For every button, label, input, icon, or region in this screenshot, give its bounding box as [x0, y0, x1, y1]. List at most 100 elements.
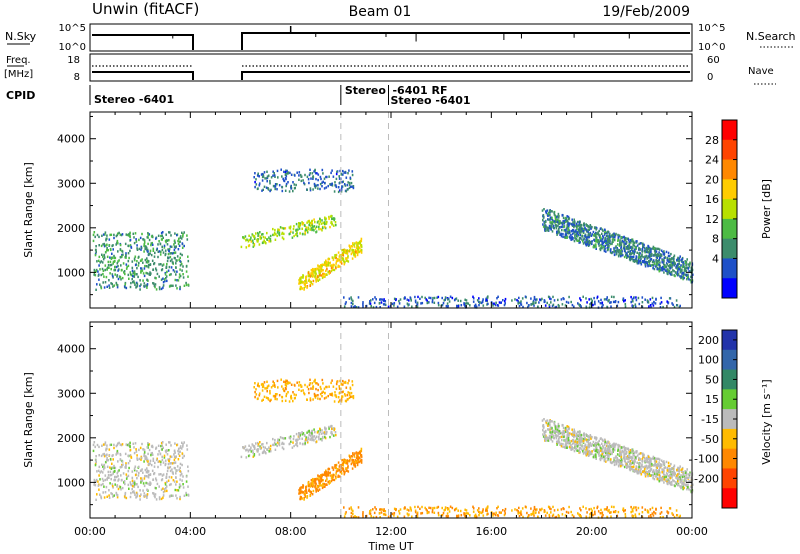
echo-cell — [146, 496, 148, 499]
echo-cell — [478, 301, 481, 304]
echo-cell — [327, 262, 330, 265]
echo-cell — [96, 493, 98, 496]
echo-cell — [140, 458, 142, 461]
echo-cell — [321, 429, 323, 432]
echo-cell — [181, 456, 184, 459]
echo-cell — [314, 172, 317, 175]
echo-cell — [360, 248, 363, 252]
echo-cell — [588, 298, 590, 301]
echo-cell — [146, 488, 148, 491]
echo-cell — [308, 431, 311, 435]
echo-cell — [253, 176, 255, 179]
echo-cell — [147, 442, 149, 445]
echo-cell — [281, 436, 284, 440]
echo-cell — [295, 432, 298, 436]
echo-cell — [104, 231, 107, 234]
echo-cell — [325, 479, 327, 482]
echo-cell — [590, 226, 592, 230]
echo-cell — [613, 234, 615, 238]
echo-cell — [332, 478, 334, 481]
echo-cell — [658, 480, 661, 483]
echo-cell — [113, 254, 115, 258]
echo-cell — [169, 462, 172, 465]
echo-cell — [602, 304, 604, 307]
echo-cell — [252, 451, 254, 455]
echo-cell — [613, 238, 616, 242]
echo-cell — [565, 444, 568, 447]
echo-cell — [161, 448, 163, 451]
echo-cell — [173, 248, 176, 251]
echo-cell — [541, 419, 544, 422]
echo-cell — [130, 281, 132, 285]
echo-cell — [406, 302, 409, 305]
echo-cell — [619, 251, 621, 254]
echo-cell — [557, 426, 560, 429]
echo-cell — [155, 477, 157, 480]
echo-cell — [579, 237, 581, 240]
echo-cell — [155, 288, 158, 291]
echo-cell — [143, 282, 146, 285]
echo-cell — [331, 268, 333, 271]
echo-cell — [113, 464, 115, 468]
echo-cell — [582, 240, 584, 243]
echo-cell — [272, 233, 274, 237]
echo-cell — [257, 231, 259, 235]
echo-cell — [608, 446, 610, 449]
echo-cell — [290, 230, 292, 233]
echo-cell — [311, 222, 313, 225]
echo-cell — [338, 259, 340, 262]
freq-unit: [MHz] — [4, 69, 33, 80]
echo-cell — [644, 467, 646, 470]
echo-cell — [661, 468, 664, 471]
echo-cell — [665, 460, 668, 464]
echo-cell — [548, 214, 550, 217]
echo-cell — [677, 273, 680, 277]
echo-cell — [335, 466, 337, 470]
echo-cell — [141, 442, 143, 446]
echo-cell — [592, 234, 595, 237]
echo-cell — [633, 451, 636, 454]
echo-cell — [157, 255, 159, 259]
echo-cell — [594, 436, 596, 440]
echo-cell — [155, 498, 158, 501]
echo-cell — [568, 433, 570, 437]
echo-cell — [309, 490, 311, 493]
echo-cell — [552, 220, 555, 223]
echo-cell — [410, 299, 412, 302]
echo-cell — [625, 254, 627, 257]
echo-cell — [328, 217, 330, 220]
echo-cell — [667, 461, 670, 465]
echo-cell — [320, 479, 323, 482]
echo-cell — [676, 484, 679, 487]
echo-cell — [647, 256, 649, 260]
echo-cell — [562, 442, 564, 446]
echo-cell — [613, 250, 616, 253]
echo-cell — [298, 178, 300, 181]
echo-cell — [166, 453, 169, 456]
echo-cell — [373, 301, 376, 305]
echo-cell — [655, 472, 658, 475]
echo-cell — [286, 172, 288, 175]
echo-cell — [447, 298, 449, 301]
echo-cell — [632, 240, 635, 243]
echo-cell — [114, 478, 117, 482]
echo-cell — [337, 461, 340, 464]
echo-cell — [240, 455, 243, 459]
echo-cell — [387, 305, 390, 308]
echo-cell — [666, 478, 669, 481]
echo-cell — [597, 233, 600, 236]
echo-cell — [609, 442, 611, 446]
echo-cell — [474, 306, 477, 309]
echo-cell — [97, 480, 99, 483]
echo-cell — [171, 471, 174, 474]
echo-cell — [643, 456, 646, 460]
echo-cell — [176, 233, 178, 237]
echo-cell — [326, 483, 328, 486]
echo-cell — [334, 184, 336, 187]
echo-cell — [349, 176, 352, 179]
echo-cell — [351, 185, 353, 188]
echo-cell — [249, 448, 252, 451]
echo-cell — [312, 274, 315, 277]
echo-cell — [312, 484, 315, 487]
echo-cell — [320, 269, 323, 272]
